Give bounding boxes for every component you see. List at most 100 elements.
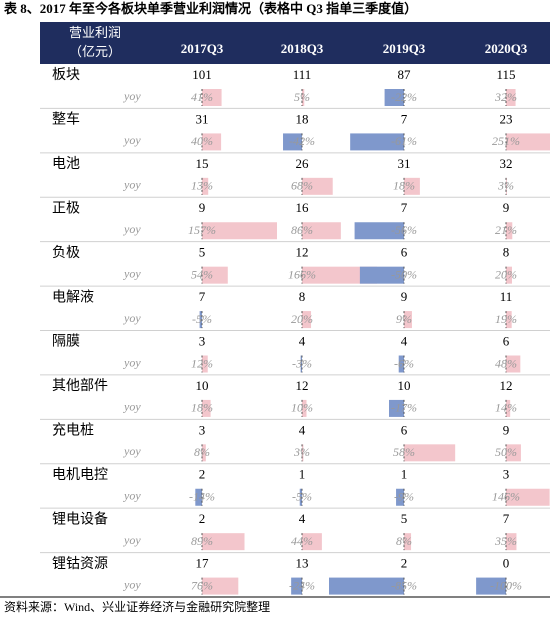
yoy-bar xyxy=(202,133,222,151)
cell-value: 10 xyxy=(196,378,209,393)
yoy-value: 89% xyxy=(191,534,213,548)
yoy-bar xyxy=(476,577,506,595)
yoy-label: yoy xyxy=(123,133,141,147)
row-name: 锂钴资源 xyxy=(52,556,108,572)
yoy-value: -14% xyxy=(189,490,215,504)
cell-value: 23 xyxy=(500,111,513,126)
yoy-bar xyxy=(199,311,202,329)
yoy-bar xyxy=(300,355,302,373)
cell-value: 3 xyxy=(199,422,206,437)
yoy-value: 35% xyxy=(494,534,517,548)
yoy-bar xyxy=(404,177,420,195)
cell-value: 12 xyxy=(296,378,309,393)
row-name: 锂电设备 xyxy=(52,510,108,527)
column-header: 2020Q3 xyxy=(485,41,528,56)
yoy-bar xyxy=(404,444,456,462)
yoy-bar xyxy=(302,311,312,329)
yoy-bar xyxy=(396,488,404,506)
yoy-bar xyxy=(202,533,245,551)
yoy-bar xyxy=(398,355,404,373)
yoy-bar xyxy=(195,488,202,506)
cell-value: 26 xyxy=(296,156,310,171)
yoy-label: yoy xyxy=(123,533,141,547)
cell-value: 7 xyxy=(503,511,510,526)
cell-value: 111 xyxy=(293,67,312,82)
yoy-label: yoy xyxy=(123,311,141,325)
yoy-bar xyxy=(302,533,322,551)
column-header: 2017Q3 xyxy=(181,41,224,56)
yoy-value: -100% xyxy=(490,578,522,592)
yoy-value: 20% xyxy=(291,312,313,326)
row-name: 负极 xyxy=(52,245,80,261)
yoy-bar xyxy=(202,444,206,462)
yoy-value: 86% xyxy=(291,223,313,237)
yoy-bar xyxy=(506,444,521,462)
yoy-value: -50% xyxy=(391,267,417,281)
yoy-value: -42% xyxy=(289,134,315,148)
cell-value: 4 xyxy=(299,422,306,437)
yoy-value: -5% xyxy=(192,312,212,326)
corner-label: （亿元） xyxy=(69,44,121,59)
yoy-bar xyxy=(302,444,304,462)
header-bg xyxy=(40,22,550,64)
cell-value: 3 xyxy=(199,333,206,348)
yoy-value: 10% xyxy=(291,401,313,415)
yoy-label: yoy xyxy=(123,266,141,280)
yoy-value: 58% xyxy=(393,445,415,459)
yoy-value: 18% xyxy=(191,401,213,415)
cell-value: 12 xyxy=(296,245,309,260)
yoy-bar xyxy=(506,311,512,329)
yoy-value: -6% xyxy=(394,356,414,370)
yoy-bar xyxy=(291,577,302,595)
yoy-label: yoy xyxy=(123,178,141,192)
cell-value: 6 xyxy=(401,245,408,260)
cell-value: 13 xyxy=(296,556,309,571)
row-name: 整车 xyxy=(52,111,80,128)
yoy-value: 8% xyxy=(396,534,412,548)
yoy-bar xyxy=(506,533,517,551)
yoy-bar xyxy=(283,133,302,151)
cell-value: 9 xyxy=(199,200,206,215)
row-name: 电机电控 xyxy=(52,467,108,483)
cell-value: 4 xyxy=(299,333,306,348)
yoy-label: yoy xyxy=(123,489,141,503)
column-header: 2018Q3 xyxy=(281,41,324,56)
yoy-value: 3% xyxy=(497,179,514,193)
yoy-value: 76% xyxy=(191,578,213,592)
yoy-value: 21% xyxy=(495,223,517,237)
cell-value: 7 xyxy=(401,111,408,126)
yoy-value: 8% xyxy=(194,445,210,459)
yoy-value: -56% xyxy=(391,223,417,237)
yoy-value: 48% xyxy=(495,356,517,370)
cell-value: 31 xyxy=(398,156,411,171)
cell-value: 4 xyxy=(401,333,408,348)
yoy-value: 44% xyxy=(291,534,313,548)
cell-value: 9 xyxy=(401,289,408,304)
row-name: 电解液 xyxy=(52,289,94,305)
yoy-bar xyxy=(404,533,412,551)
yoy-value: 50% xyxy=(495,445,517,459)
yoy-bar xyxy=(384,89,404,106)
yoy-value: 146% xyxy=(492,490,520,504)
yoy-bar xyxy=(506,266,512,284)
row-name: 其他部件 xyxy=(52,378,108,394)
cell-value: 5 xyxy=(199,245,206,260)
yoy-bar xyxy=(299,488,302,506)
cell-value: 6 xyxy=(503,333,510,348)
yoy-value: -17% xyxy=(391,401,417,415)
cell-value: 16 xyxy=(296,200,310,215)
yoy-bar xyxy=(202,89,222,106)
cell-value: 101 xyxy=(192,67,212,82)
row-name: 电池 xyxy=(52,156,80,172)
cell-value: 9 xyxy=(503,200,510,215)
cell-value: 0 xyxy=(503,556,510,571)
yoy-bar xyxy=(202,222,277,240)
yoy-value: -22% xyxy=(391,90,417,104)
yoy-value: 166% xyxy=(288,267,316,281)
cell-value: 2 xyxy=(401,556,408,571)
row-name: 充电桩 xyxy=(52,422,94,439)
yoy-value: 41% xyxy=(191,90,213,104)
yoy-bar xyxy=(302,89,305,106)
cell-value: 2 xyxy=(199,511,206,526)
cell-value: 7 xyxy=(199,289,206,304)
